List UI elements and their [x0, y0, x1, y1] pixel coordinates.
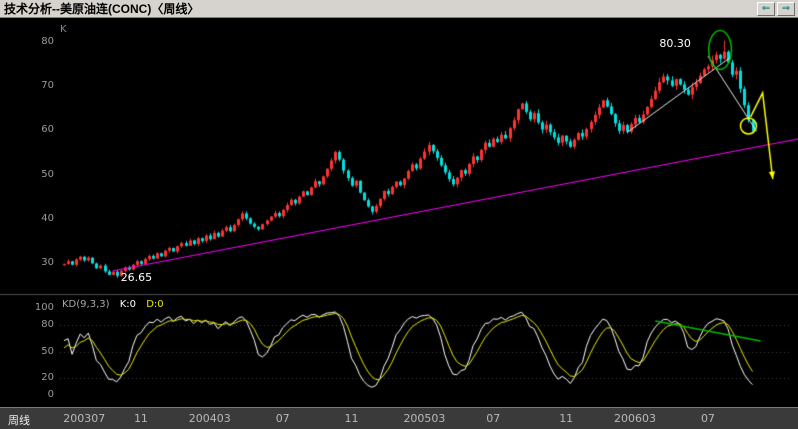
timeline-tick-label: 11 [559, 412, 574, 425]
titlebar: 技术分析--美原油连(CONC)〈周线〉 ⇐ ⇒ [0, 0, 798, 18]
price-tick-label: 40 [41, 212, 54, 224]
price-tick-label: 60 [41, 124, 54, 136]
arrow-right-icon: ⇒ [781, 3, 791, 14]
timeline-tick-label: 07 [275, 412, 290, 425]
kd-tick-label: 0 [47, 389, 54, 400]
kd-indicator-header: KD(9,3,3) K:0 D:0 [62, 299, 164, 310]
timeline-tick-label: 11 [133, 412, 148, 425]
timeline-bar[interactable]: 周线 200307 11 200403 07 11 200503 07 11 200603 07 [0, 407, 798, 429]
chart-area: K 80.30 26.65 KD(9,3,3) K:0 D:0 80 70 60 50… [0, 18, 798, 407]
low-price-label: 26.65 [120, 270, 153, 284]
timeline-tick-label: 07 [486, 412, 501, 425]
kd-indicator-name: KD(9,3,3) [62, 299, 110, 310]
chart-canvas[interactable] [0, 18, 798, 407]
period-label: 周线 [8, 414, 30, 427]
price-tick-label: 80 [41, 36, 54, 47]
kd-k-value: K:0 [119, 299, 136, 310]
nav-back-button[interactable]: ⇐ [757, 1, 775, 16]
timeline-tick-label: 11 [344, 412, 359, 425]
arrow-left-icon: ⇐ [761, 3, 771, 14]
timeline-tick-label: 200503 [403, 412, 446, 425]
kd-d-value: D:0 [146, 299, 164, 310]
timeline-tick-label: 200603 [614, 412, 657, 425]
kd-tick-label: 100 [34, 302, 54, 313]
timeline-tick-label: 07 [700, 412, 715, 425]
window-title: 技术分析--美原油连(CONC)〈周线〉 [4, 1, 200, 16]
pane-label: K [60, 24, 67, 35]
price-tick-label: 30 [41, 257, 54, 268]
price-tick-label: 50 [41, 168, 54, 180]
timeline-tick-label: 200403 [188, 412, 231, 425]
nav-forward-button[interactable]: ⇒ [777, 1, 795, 16]
kd-tick-label: 20 [41, 371, 54, 383]
peak-price-label: 80.30 [659, 36, 691, 50]
kd-tick-label: 80 [41, 319, 54, 331]
price-tick-label: 70 [41, 80, 54, 92]
timeline-tick-label: 200307 [63, 412, 106, 425]
kd-tick-label: 50 [41, 345, 54, 357]
